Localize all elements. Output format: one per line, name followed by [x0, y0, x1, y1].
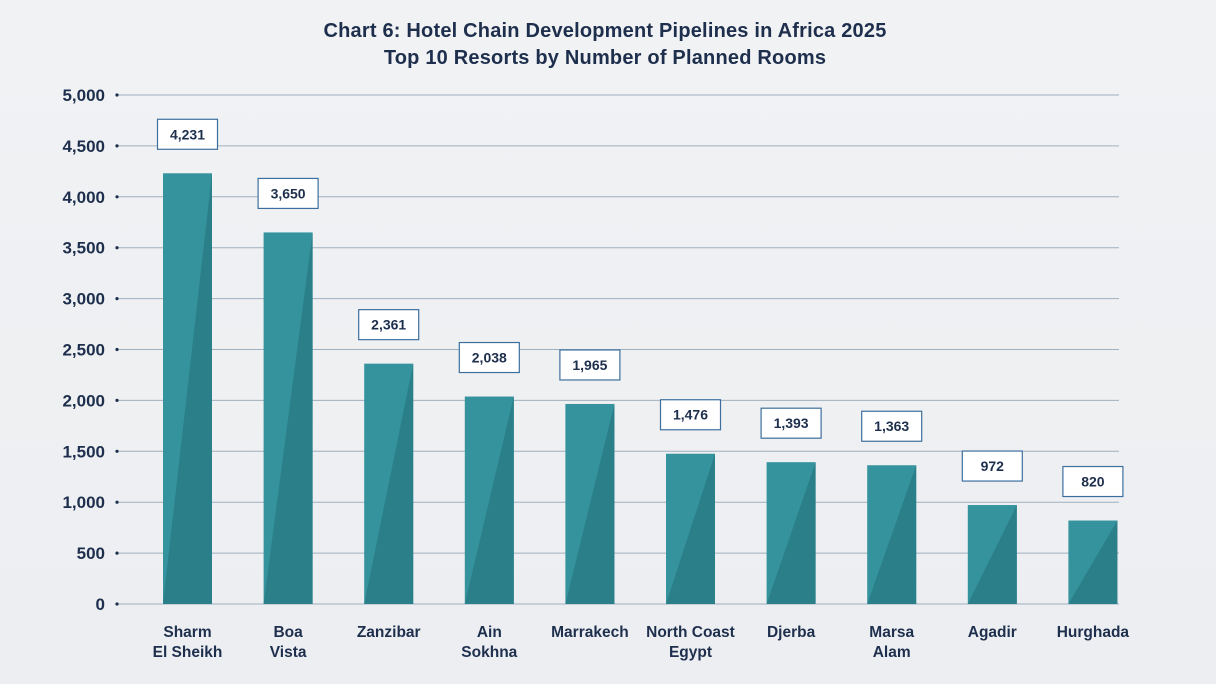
- y-tick-label: 2,500: [62, 341, 105, 360]
- y-tick-mark: [115, 398, 119, 402]
- y-tick-mark: [115, 449, 119, 453]
- y-tick-label: 1,500: [62, 442, 105, 461]
- x-category-label: El Sheikh: [153, 644, 223, 661]
- y-tick-mark: [115, 500, 119, 504]
- bar-shade: [464, 396, 514, 604]
- y-tick-label: 2,000: [62, 391, 105, 410]
- value-label: 1,965: [572, 357, 607, 373]
- bar-shade: [163, 173, 212, 605]
- y-tick-label: 3,000: [62, 290, 105, 309]
- value-label: 972: [981, 458, 1005, 474]
- x-category-label: Hurghada: [1057, 624, 1130, 641]
- x-category-label: Zanzibar: [357, 624, 421, 641]
- y-tick-label: 500: [77, 544, 105, 563]
- y-tick-mark: [115, 347, 119, 352]
- y-tick-label: 4,000: [62, 188, 105, 207]
- y-tick-label: 4,500: [62, 137, 105, 156]
- value-label: 2,038: [472, 350, 507, 366]
- value-label: 3,650: [271, 185, 306, 201]
- x-category-label: Sharm: [163, 624, 211, 641]
- value-label-box: [760, 407, 822, 439]
- y-tick-mark: [115, 195, 119, 199]
- bar-shade: [766, 462, 816, 604]
- x-category-label: Marrakech: [551, 624, 629, 641]
- y-tick-mark: [115, 297, 119, 301]
- x-category-label: Boa: [273, 624, 303, 641]
- bar-shade: [867, 465, 917, 604]
- value-label-box: [156, 118, 219, 150]
- chart-subtitle: Top 10 Resorts by Number of Planned Room…: [383, 47, 827, 69]
- bar-shade: [967, 505, 1017, 604]
- value-label: 4,231: [170, 126, 205, 142]
- bar-shade: [364, 363, 414, 604]
- chart-title-block: Chart 6: Hotel Chain Development Pipelin…: [0, 18, 1210, 72]
- value-label: 1,393: [774, 415, 809, 431]
- y-tick-label: 3,500: [62, 239, 105, 258]
- chart-title: Chart 6: Hotel Chain Development Pipelin…: [323, 20, 887, 42]
- x-category-label: Djerba: [767, 624, 816, 641]
- bar-shade: [565, 403, 615, 604]
- value-label: 1,476: [673, 407, 708, 423]
- x-category-label: Vista: [270, 644, 307, 661]
- x-category-label: Alam: [873, 644, 911, 661]
- value-label-box: [861, 410, 923, 442]
- x-category-label: Sokhna: [461, 644, 517, 661]
- value-label-box: [961, 450, 1023, 482]
- value-label: 820: [1081, 474, 1105, 490]
- y-tick-label: 0: [96, 595, 105, 614]
- x-category-label: Agadir: [968, 624, 1017, 641]
- bar-shade: [666, 453, 715, 604]
- x-category-label: Ain: [477, 624, 502, 641]
- value-label-box: [659, 399, 722, 431]
- y-tick-mark: [115, 144, 119, 148]
- value-label-box: [257, 177, 319, 210]
- bar-shade: [263, 232, 313, 604]
- value-label-box: [458, 341, 520, 374]
- y-tick-label: 1,000: [62, 493, 105, 512]
- value-label-box: [559, 349, 621, 381]
- value-label: 1,363: [874, 418, 909, 434]
- bar-shade: [1068, 520, 1118, 604]
- x-category-label: Egypt: [669, 644, 712, 661]
- y-tick-mark: [115, 551, 119, 555]
- y-tick-mark: [115, 602, 119, 606]
- value-label-box: [1062, 465, 1124, 498]
- value-label-box: [358, 309, 420, 341]
- x-category-label: Marsa: [869, 624, 914, 641]
- y-tick-label: 5,000: [62, 86, 105, 105]
- value-label: 2,361: [371, 317, 406, 333]
- y-tick-mark: [115, 246, 119, 250]
- x-category-label: North Coast: [646, 624, 735, 641]
- y-tick-mark: [115, 93, 119, 97]
